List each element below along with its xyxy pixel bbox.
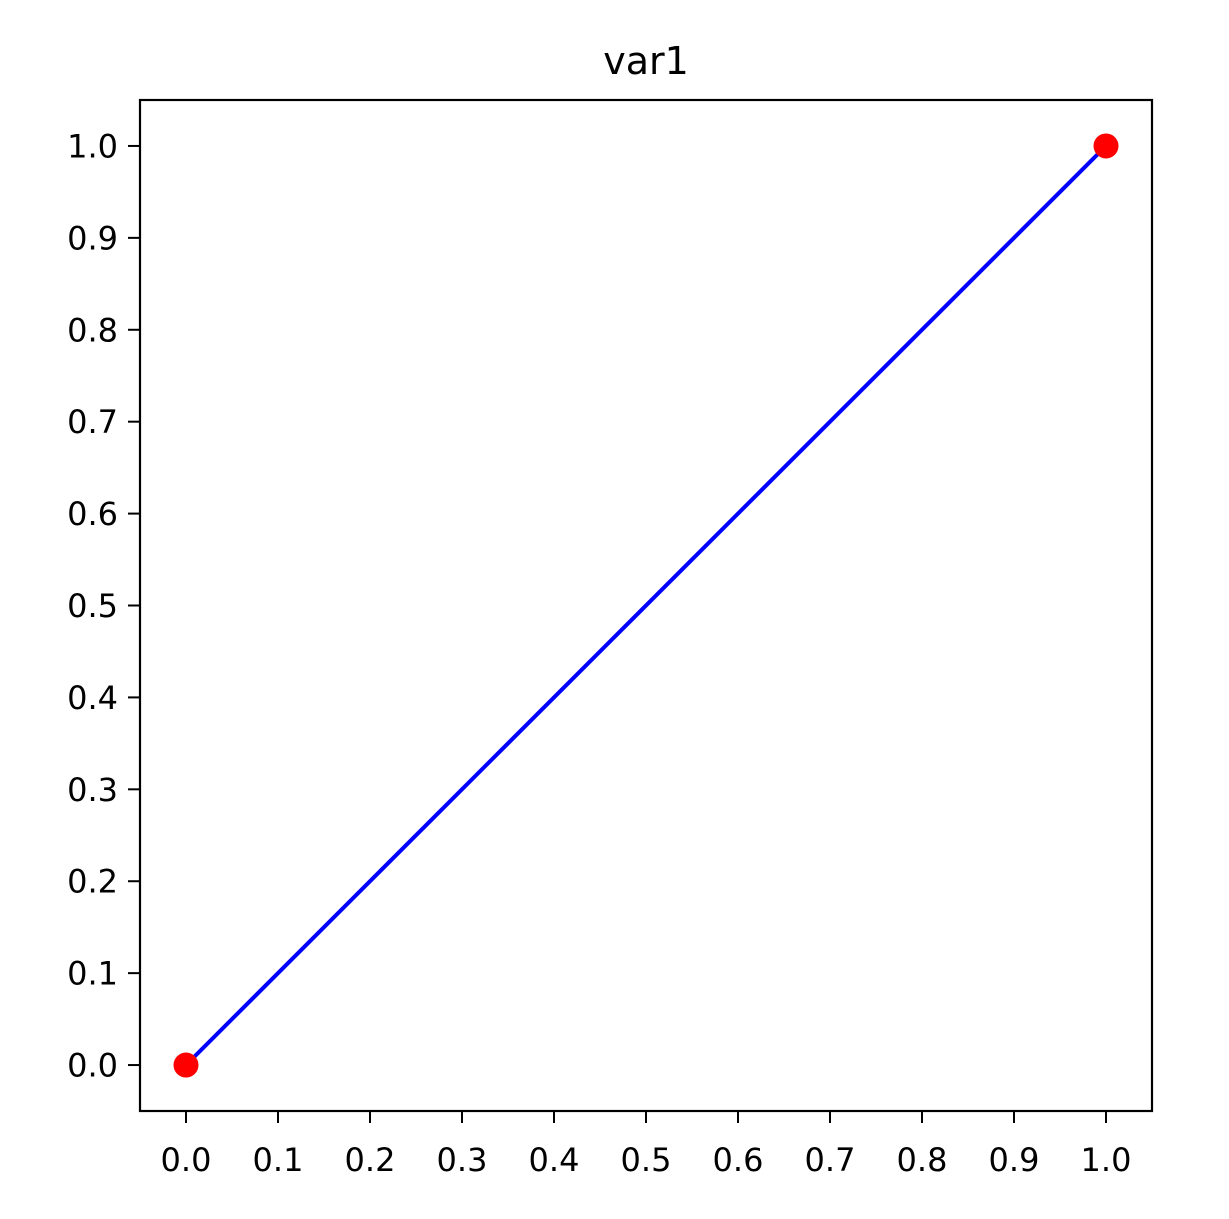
- x-tick-label: 0.1: [253, 1141, 304, 1179]
- x-tick-label: 0.2: [345, 1141, 396, 1179]
- y-tick-label: 1.0: [67, 127, 118, 165]
- x-tick-label: 0.5: [621, 1141, 672, 1179]
- data-point: [1093, 133, 1119, 159]
- plot-frame: [138, 98, 1154, 1113]
- plot-area: [173, 133, 1119, 1078]
- y-tick-label: 0.9: [67, 219, 118, 257]
- y-tick-label: 0.3: [67, 771, 118, 809]
- x-tick-label: 0.6: [713, 1141, 764, 1179]
- chart-title: var1: [603, 39, 689, 83]
- y-tick-label: 0.4: [67, 679, 118, 717]
- y-axis: 0.0 0.1 0.2 0.3 0.4 0.5 0.6 0.7 0.8 0.9 1.0: [67, 127, 140, 1085]
- x-tick-label: 0.9: [989, 1141, 1040, 1179]
- y-tick-label: 0.0: [67, 1047, 118, 1085]
- y-tick-label: 0.8: [67, 311, 118, 349]
- x-tick-label: 0.8: [897, 1141, 948, 1179]
- x-axis: 0.0 0.1 0.2 0.3 0.4 0.5 0.6 0.7 0.8 0.9 1.0: [161, 1111, 1132, 1179]
- x-tick-label: 1.0: [1081, 1141, 1132, 1179]
- x-tick-label: 0.4: [529, 1141, 580, 1179]
- x-tick-label: 0.3: [437, 1141, 488, 1179]
- y-tick-label: 0.2: [67, 863, 118, 901]
- series-line: [184, 144, 1108, 1067]
- y-tick-label: 0.1: [67, 955, 118, 993]
- y-tick-label: 0.5: [67, 587, 118, 625]
- data-point: [173, 1052, 199, 1078]
- x-tick-label: 0.0: [161, 1141, 212, 1179]
- x-tick-label: 0.7: [805, 1141, 856, 1179]
- y-tick-label: 0.7: [67, 403, 118, 441]
- y-tick-label: 0.6: [67, 495, 118, 533]
